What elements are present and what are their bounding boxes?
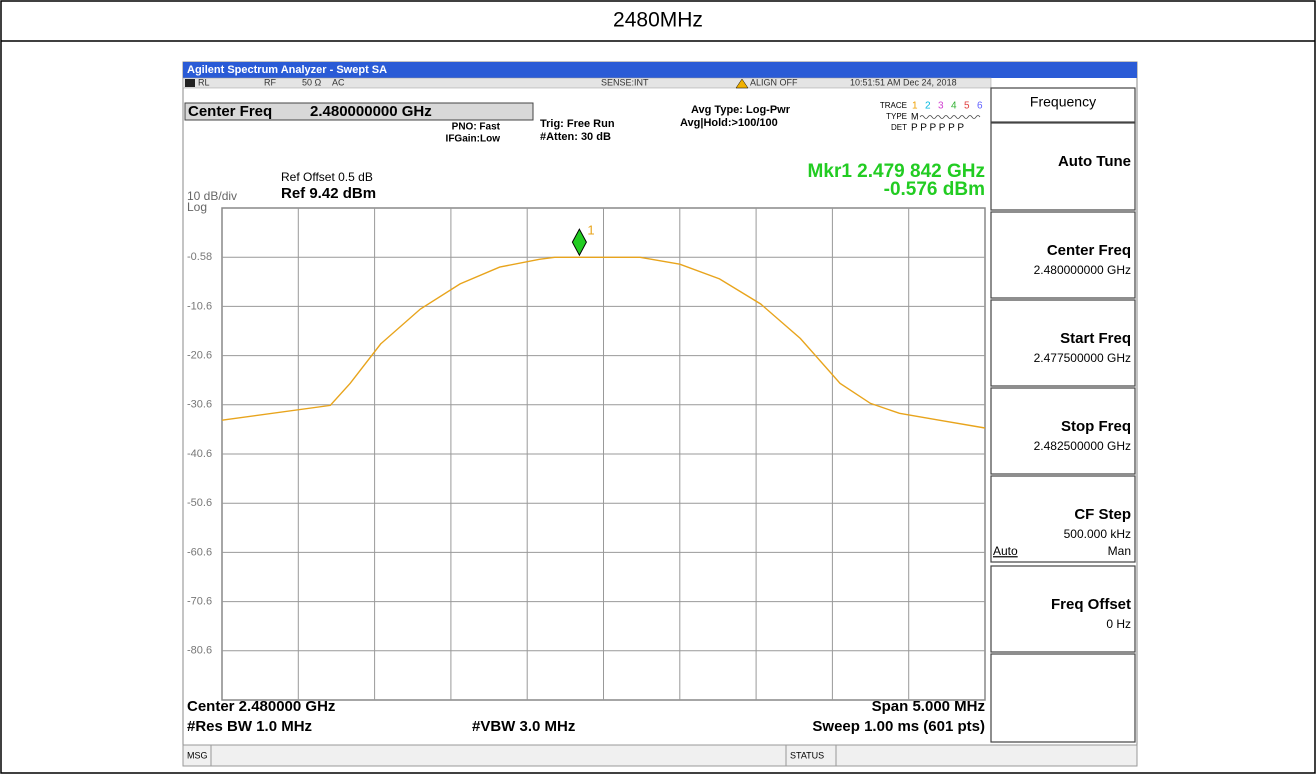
- status-text: RL: [198, 77, 210, 87]
- softkey-value: 2.477500000 GHz: [1034, 351, 1131, 365]
- ref-offset: Ref Offset 0.5 dB: [281, 170, 373, 184]
- trace-number: 2: [925, 101, 931, 112]
- softkey: [990, 653, 1136, 743]
- marker: [571, 228, 587, 257]
- pno: PNO: Fast: [452, 122, 501, 133]
- center-freq-label: Center Freq: [188, 103, 272, 120]
- type-label: TYPE: [886, 112, 907, 121]
- softkey[interactable]: [990, 299, 1136, 387]
- bottom-bar: [182, 744, 1138, 767]
- center-freq-value: 2.480000000 GHz: [310, 103, 432, 120]
- trace-number: 6: [977, 101, 983, 112]
- y-tick-label: -70.6: [187, 596, 212, 608]
- softkey-option: Man: [1108, 544, 1131, 558]
- softkey[interactable]: [990, 387, 1136, 475]
- type-waves: [919, 115, 981, 119]
- marker-freq: Mkr1 2.479 842 GHz: [808, 161, 985, 182]
- footer-rbw: #Res BW 1.0 MHz: [187, 718, 312, 735]
- y-tick-label: -30.6: [187, 399, 212, 411]
- status-text: AC: [332, 77, 345, 87]
- y-tick-label: -80.6: [187, 645, 212, 657]
- status-text: 50 Ω: [302, 77, 322, 87]
- footer-sweep: Sweep 1.00 ms (601 pts): [812, 718, 985, 735]
- type-value: M: [911, 111, 919, 121]
- trig: Trig: Free Run: [540, 118, 615, 130]
- ref-log: Log: [187, 200, 207, 214]
- softkey-label: Center Freq: [1047, 242, 1131, 259]
- softkey-label: Freq Offset: [1051, 596, 1131, 613]
- status-text: ALIGN OFF: [750, 77, 798, 87]
- marker-label: 1: [587, 223, 594, 238]
- atten: #Atten: 30 dB: [540, 131, 611, 143]
- softkey-value: 0 Hz: [1106, 617, 1131, 631]
- y-tick-label: -0.58: [187, 251, 212, 263]
- det-values: P P P P P P: [911, 123, 964, 134]
- softkey-label: Auto Tune: [1058, 153, 1131, 170]
- status-row: [182, 77, 992, 89]
- lx-icon: [185, 79, 195, 87]
- ref-level: Ref 9.42 dBm: [281, 185, 376, 202]
- footer-vbw: #VBW 3.0 MHz: [472, 718, 575, 735]
- avg-type: Avg Type: Log-Pwr: [691, 104, 791, 116]
- marker-amp: -0.576 dBm: [884, 179, 985, 200]
- softkey[interactable]: [990, 87, 1136, 123]
- footer-center: Center 2.480000 GHz: [187, 698, 335, 715]
- status-text: RF: [264, 77, 276, 87]
- title-bar: [183, 62, 1137, 78]
- avg-hold: Avg|Hold:>100/100: [680, 117, 778, 129]
- status-text: SENSE:INT: [601, 77, 649, 87]
- y-tick-label: -50.6: [187, 497, 212, 509]
- softkey-value: 2.482500000 GHz: [1034, 439, 1131, 453]
- y-tick-label: -10.6: [187, 300, 212, 312]
- trace-number: 3: [938, 101, 944, 112]
- trace-label: TRACE: [880, 101, 907, 110]
- footer-span: Span 5.000 MHz: [872, 698, 985, 715]
- softkey[interactable]: [990, 475, 1136, 563]
- page-title: 2480MHz: [613, 9, 703, 32]
- softkey-label: Frequency: [1030, 94, 1096, 110]
- det-label: DET: [891, 123, 907, 132]
- y-tick-label: -40.6: [187, 448, 212, 460]
- y-tick-label: -60.6: [187, 546, 212, 558]
- softkey-label: CF Step: [1074, 506, 1131, 523]
- trace-number: 1: [912, 101, 918, 112]
- status: STATUS: [790, 750, 824, 760]
- ifgain: IFGain:Low: [446, 134, 501, 145]
- softkey-value: 500.000 kHz: [1064, 527, 1131, 541]
- softkey-option: Auto: [993, 544, 1018, 558]
- softkey-value: 2.480000000 GHz: [1034, 263, 1131, 277]
- status-text: 10:51:51 AM Dec 24, 2018: [850, 77, 957, 87]
- softkey[interactable]: [990, 122, 1136, 211]
- trace: [221, 256, 986, 429]
- softkey-label: Start Freq: [1060, 330, 1131, 347]
- softkey-label: Stop Freq: [1061, 418, 1131, 435]
- ref-scale: 10 dB/div: [187, 189, 237, 203]
- window-title: Agilent Spectrum Analyzer - Swept SA: [187, 64, 387, 76]
- y-tick-label: -20.6: [187, 350, 212, 362]
- center-freq-box: [184, 102, 534, 121]
- softkey[interactable]: [990, 565, 1136, 653]
- softkey[interactable]: [990, 211, 1136, 299]
- trace-number: 5: [964, 101, 970, 112]
- trace-number: 4: [951, 101, 957, 112]
- msg: MSG: [187, 750, 208, 760]
- warning-icon: [735, 78, 749, 89]
